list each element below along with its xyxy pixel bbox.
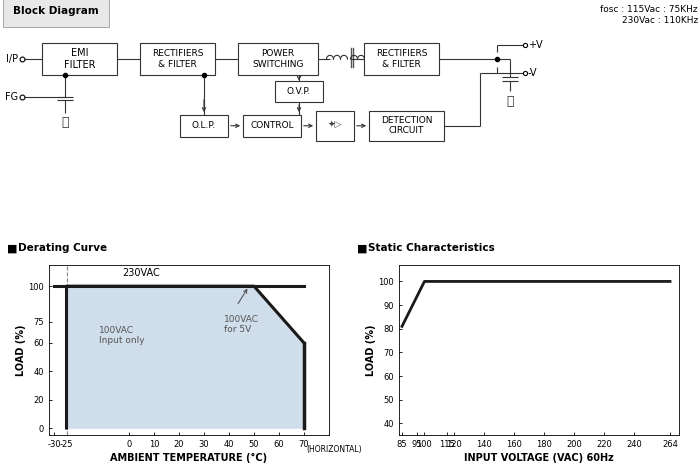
- Text: RECTIFIERS
& FILTER: RECTIFIERS & FILTER: [376, 49, 427, 69]
- FancyBboxPatch shape: [42, 43, 117, 75]
- Text: O.L.P.: O.L.P.: [192, 121, 216, 130]
- Text: CONTROL: CONTROL: [250, 121, 294, 130]
- Text: 100VAC
for 5V: 100VAC for 5V: [224, 315, 259, 334]
- X-axis label: INPUT VOLTAGE (VAC) 60Hz: INPUT VOLTAGE (VAC) 60Hz: [464, 453, 614, 463]
- FancyBboxPatch shape: [238, 43, 318, 75]
- Bar: [5, 7, 10, 14]
- Text: DETECTION
CIRCUIT: DETECTION CIRCUIT: [381, 116, 433, 135]
- Text: 100VAC
Input only: 100VAC Input only: [99, 326, 145, 345]
- Text: 230VAC: 230VAC: [122, 268, 160, 278]
- Text: ✦▷: ✦▷: [328, 121, 342, 130]
- FancyBboxPatch shape: [369, 111, 444, 141]
- Text: +V: +V: [528, 40, 542, 50]
- Polygon shape: [66, 286, 304, 428]
- Text: EMI
FILTER: EMI FILTER: [64, 48, 95, 70]
- FancyBboxPatch shape: [140, 43, 215, 75]
- Text: ⏚: ⏚: [62, 116, 69, 129]
- Text: FG: FG: [5, 92, 18, 102]
- Text: ■: ■: [7, 243, 18, 254]
- Text: fosc : 115Vac : 75KHz
230Vac : 110KHz: fosc : 115Vac : 75KHz 230Vac : 110KHz: [601, 5, 698, 25]
- X-axis label: AMBIENT TEMPERATURE (°C): AMBIENT TEMPERATURE (°C): [111, 453, 267, 463]
- Text: POWER
SWITCHING: POWER SWITCHING: [252, 49, 304, 69]
- Text: ■: ■: [357, 243, 368, 254]
- Text: (HORIZONTAL): (HORIZONTAL): [307, 445, 362, 454]
- Y-axis label: LOAD (%): LOAD (%): [365, 324, 376, 376]
- FancyBboxPatch shape: [180, 115, 228, 137]
- Text: -V: -V: [528, 68, 538, 78]
- Text: O.V.P.: O.V.P.: [287, 87, 311, 96]
- Text: RECTIFIERS
& FILTER: RECTIFIERS & FILTER: [152, 49, 203, 69]
- FancyBboxPatch shape: [275, 80, 323, 102]
- FancyBboxPatch shape: [364, 43, 439, 75]
- Text: ⏚: ⏚: [506, 95, 514, 107]
- Text: Block Diagram: Block Diagram: [13, 7, 99, 17]
- FancyBboxPatch shape: [316, 111, 354, 141]
- Y-axis label: LOAD (%): LOAD (%): [15, 324, 26, 376]
- Text: Derating Curve: Derating Curve: [18, 243, 106, 254]
- Text: Static Characteristics: Static Characteristics: [368, 243, 494, 254]
- Text: I/P: I/P: [6, 54, 18, 64]
- FancyBboxPatch shape: [243, 115, 301, 137]
